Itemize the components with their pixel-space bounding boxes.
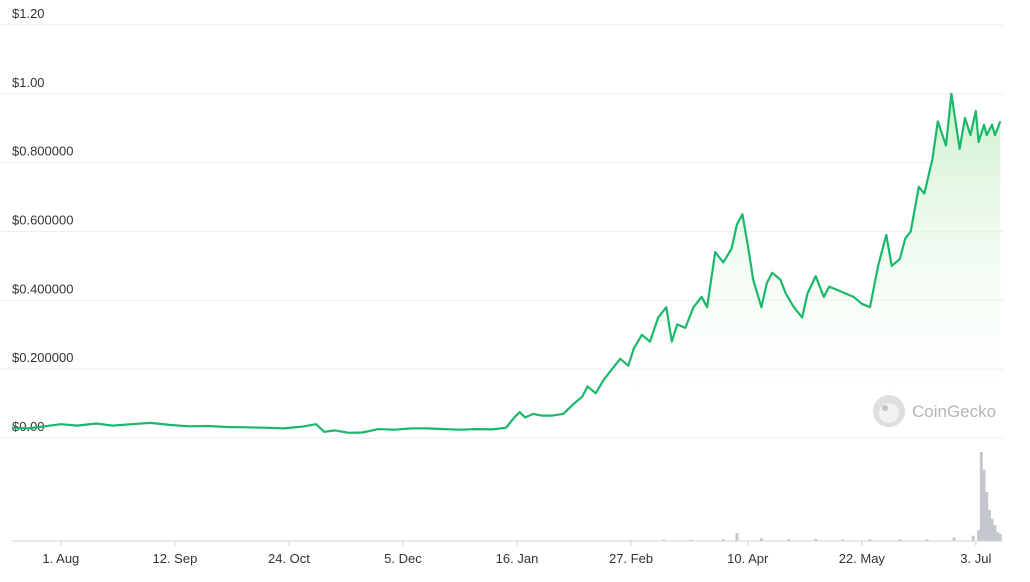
watermark-text: CoinGecko (912, 402, 996, 421)
volume-bar (996, 532, 1000, 541)
volume-bar (721, 539, 725, 541)
x-tick-label: 3. Jul (960, 551, 991, 566)
volume-bar (977, 530, 981, 541)
volume-bar (689, 539, 693, 541)
volume-bar (735, 533, 739, 541)
x-tick-label: 16. Jan (496, 551, 539, 566)
x-tick-label: 24. Oct (268, 551, 310, 566)
x-tick-label: 10. Apr (727, 551, 769, 566)
volume-bar (971, 535, 975, 541)
x-tick-label: 22. May (839, 551, 886, 566)
y-tick-label: $1.20 (12, 6, 45, 21)
y-axis-tick-labels: $0.00$0.200000$0.400000$0.600000$0.80000… (12, 6, 73, 434)
volume-bar (925, 539, 929, 541)
volume-bar (993, 525, 997, 541)
y-gridlines (0, 24, 1003, 439)
y-tick-label: $0.200000 (12, 350, 73, 365)
coingecko-watermark: CoinGecko (873, 395, 996, 427)
volume-bar (841, 539, 845, 541)
y-tick-label: $1.00 (12, 75, 45, 90)
volume-bar (982, 469, 986, 541)
y-tick-label: $0.800000 (12, 144, 73, 159)
volume-bars (629, 452, 1002, 542)
volume-bar (787, 539, 790, 541)
x-axis-tick-labels: 1. Aug 12. Sep 24. Oct 5. Dec 16. Jan 27. Feb… (42, 541, 991, 566)
x-tick-label: 5. Dec (384, 551, 422, 566)
volume-bar (979, 452, 983, 541)
volume-bar (814, 538, 818, 541)
volume-bar (898, 539, 902, 541)
volume-bar (662, 539, 666, 541)
y-tick-label: $0.400000 (12, 281, 73, 296)
volume-bar (985, 492, 989, 542)
coingecko-logo-icon (873, 395, 905, 427)
y-tick-label: $0.600000 (12, 213, 73, 228)
volume-bar (998, 533, 1002, 541)
volume-bar (759, 538, 763, 541)
x-tick-label: 12. Sep (152, 551, 197, 566)
volume-bar (868, 539, 872, 541)
x-tick-label: 1. Aug (42, 551, 79, 566)
price-area-fill (12, 93, 1001, 439)
volume-bar (990, 518, 994, 542)
x-tick-label: 27. Feb (609, 551, 653, 566)
volume-bar (952, 537, 956, 541)
volume-bar (987, 509, 991, 541)
price-line (11, 92, 1002, 434)
